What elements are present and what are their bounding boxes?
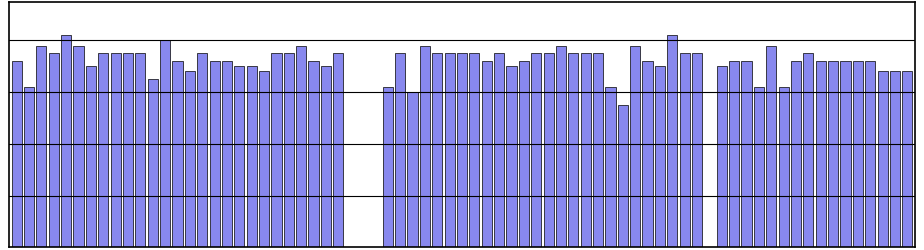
Bar [878,72,888,248]
Bar [309,62,319,248]
Bar [828,62,838,248]
Bar [222,62,232,248]
Bar [419,46,430,247]
Bar [729,62,739,248]
Bar [160,41,170,248]
Bar [841,62,851,248]
Bar [173,62,183,248]
Bar [890,72,900,248]
Bar [383,88,393,248]
Bar [630,46,640,247]
Bar [741,62,751,248]
Bar [444,54,455,248]
Bar [395,54,406,248]
Bar [135,54,145,248]
Bar [432,54,443,248]
Bar [210,62,220,248]
Bar [247,67,257,248]
Bar [296,46,306,247]
Bar [457,54,467,248]
Bar [593,54,603,248]
Bar [12,62,22,248]
Bar [24,88,34,248]
Bar [605,88,615,248]
Bar [754,88,764,248]
Bar [148,80,158,248]
Bar [518,62,529,248]
Bar [73,46,83,247]
Bar [49,54,59,248]
Bar [717,67,727,248]
Bar [321,67,331,248]
Bar [816,62,826,248]
Bar [679,54,689,248]
Bar [494,54,505,248]
Bar [853,62,863,248]
Bar [334,54,344,248]
Bar [580,54,590,248]
Bar [779,88,789,248]
Bar [766,46,776,247]
Bar [556,46,566,247]
Bar [481,62,492,248]
Bar [642,62,652,248]
Bar [791,62,801,248]
Bar [61,36,71,248]
Bar [259,72,269,248]
Bar [407,93,418,248]
Bar [197,54,207,248]
Bar [543,54,553,248]
Bar [98,54,108,248]
Bar [803,54,813,248]
Bar [284,54,294,248]
Bar [506,67,517,248]
Bar [618,106,628,248]
Bar [272,54,282,248]
Bar [531,54,541,248]
Bar [185,72,195,248]
Bar [235,67,245,248]
Bar [111,54,121,248]
Bar [36,46,46,247]
Bar [469,54,480,248]
Bar [692,54,702,248]
Bar [123,54,133,248]
Bar [902,72,912,248]
Bar [865,62,875,248]
Bar [667,36,677,248]
Bar [655,67,665,248]
Bar [568,54,578,248]
Bar [86,67,96,248]
